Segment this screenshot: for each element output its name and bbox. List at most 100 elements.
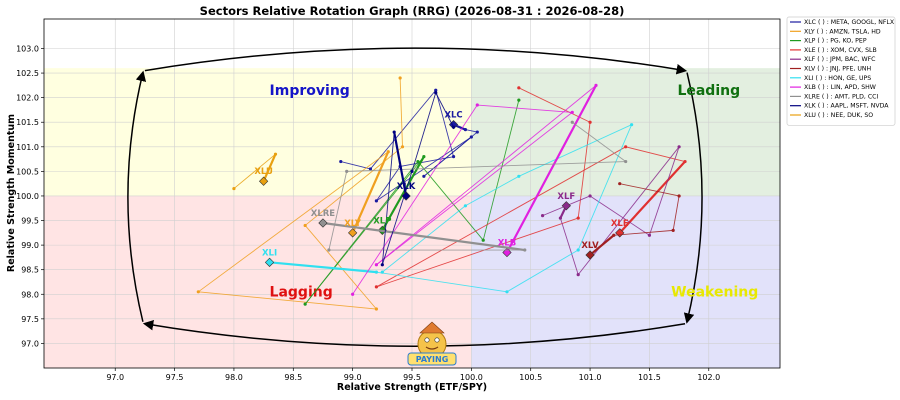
trail-point: [416, 159, 420, 164]
rotation-arrow: [144, 47, 688, 75]
y-tick-label: 97.5: [21, 315, 39, 324]
trail-segment: [505, 84, 597, 254]
y-tick-label: 100.0: [16, 192, 39, 201]
trail-segment: [304, 225, 377, 310]
trail-point: [594, 83, 598, 87]
trail-segment: [198, 151, 389, 293]
trail-point: [398, 76, 402, 80]
trail-point: [647, 233, 652, 237]
trail-segment: [346, 161, 626, 172]
quadrant-label-leading: Leading: [677, 83, 740, 99]
trail-segment: [376, 112, 573, 266]
legend-entry-xlb: XLB ( ) : LIN, APD, SHW: [790, 84, 876, 91]
trail-point: [523, 248, 527, 252]
sector-label-xly: XLY: [344, 219, 362, 229]
trail-point: [303, 223, 307, 228]
y-tick-label: 98.0: [21, 290, 39, 299]
trail-segment: [571, 121, 626, 162]
trail-point: [451, 155, 456, 159]
y-tick-label: 99.5: [21, 217, 39, 226]
trail-point: [374, 263, 378, 267]
sector-label-xlv: XLV: [581, 241, 599, 251]
latest-point-marker: [348, 228, 358, 238]
trail-segment: [376, 146, 626, 288]
latest-point-marker: [401, 191, 411, 201]
trail-point: [475, 103, 479, 107]
trail-segment: [619, 183, 680, 197]
trail-segment: [370, 89, 437, 170]
logo: PAYING: [407, 321, 457, 366]
trail-segment: [262, 153, 277, 182]
trail-point: [400, 145, 405, 149]
legend-box: [786, 16, 896, 126]
trail-segment: [435, 92, 454, 128]
trail-point: [422, 155, 426, 159]
trail-segment: [269, 261, 377, 274]
trail-point: [540, 214, 545, 218]
legend-label: XLU ( ) : NEE, DUK, SO: [804, 112, 873, 119]
legend-entry-xlre: XLRE ( ) : AMT, PLD, CCI: [790, 93, 878, 100]
legend-entry-xly: XLY ( ) : AMZN, TSLA, HD: [790, 28, 881, 35]
trail-point: [339, 159, 343, 164]
trail-segment: [618, 160, 686, 234]
trail-point: [374, 270, 378, 274]
y-tick-label: 97.0: [21, 339, 39, 348]
x-tick-label: 101.5: [638, 373, 661, 382]
x-tick-label: 99.0: [344, 373, 362, 382]
latest-point-marker: [561, 201, 571, 211]
trail-point: [232, 186, 236, 191]
trail-point: [374, 285, 378, 289]
trail-point: [351, 292, 355, 296]
trail-segment: [376, 217, 579, 288]
quadrant-labels: Improving Leading Lagging Weakening: [270, 83, 759, 301]
trail-segment: [482, 99, 520, 241]
trail-point: [517, 98, 521, 102]
trail-xlv: [585, 182, 681, 260]
sector-label-xlc: XLC: [444, 111, 462, 121]
trail-point: [410, 169, 414, 173]
trail-segment: [477, 104, 573, 113]
trail-segment: [322, 221, 525, 252]
trail-point: [576, 216, 580, 220]
y-tick-label: 101.0: [16, 143, 39, 152]
trail-point: [434, 91, 438, 95]
x-axis-label: Relative Strength (ETF/SPY): [337, 382, 487, 393]
latest-point-marker: [258, 176, 269, 186]
trail-segment: [518, 124, 632, 177]
trail-segment: [417, 161, 484, 241]
trail-segment: [613, 229, 674, 236]
trail-point: [481, 238, 485, 242]
trail-point: [624, 159, 628, 164]
legend-label: XLY ( ) : AMZN, TSLA, HD: [804, 28, 881, 35]
sector-label-xlf: XLF: [557, 192, 575, 202]
x-tick-label: 100.0: [460, 373, 483, 382]
latest-point-marker: [318, 218, 328, 228]
trail-segment: [376, 271, 508, 293]
trail-segment: [198, 291, 377, 310]
trail-segment: [381, 171, 413, 265]
y-tick-label: 101.5: [16, 118, 39, 127]
trail-segment: [648, 146, 680, 236]
trail-point: [677, 145, 681, 149]
sector-labels: XLC XLY XLP XLE XLF XLV XLI XLB XLRE XLK XLU: [254, 111, 628, 259]
y-tick-label: 103.0: [16, 44, 39, 53]
trail-segment: [381, 132, 395, 265]
trail-point: [273, 152, 278, 156]
trail-point: [576, 273, 580, 277]
trail-point: [505, 290, 509, 294]
trail-point: [463, 204, 468, 208]
trail-point: [374, 307, 378, 311]
trail-xlu: [232, 152, 278, 191]
trail-point: [588, 120, 592, 124]
trail-segment: [577, 146, 680, 275]
chart-title: Sectors Relative Rotation Graph (RRG) (2…: [200, 4, 625, 18]
trail-point: [576, 248, 580, 252]
trail-segment: [506, 249, 579, 293]
trail-segment: [340, 161, 371, 170]
rotation-arrow: [127, 70, 147, 322]
sector-label-xlu: XLU: [254, 167, 273, 177]
legend-label: XLB ( ) : LIN, APD, SHW: [804, 84, 876, 91]
x-tick-label: 100.5: [519, 373, 542, 382]
y-tick-label: 98.5: [21, 266, 39, 275]
trail-point: [422, 174, 426, 178]
